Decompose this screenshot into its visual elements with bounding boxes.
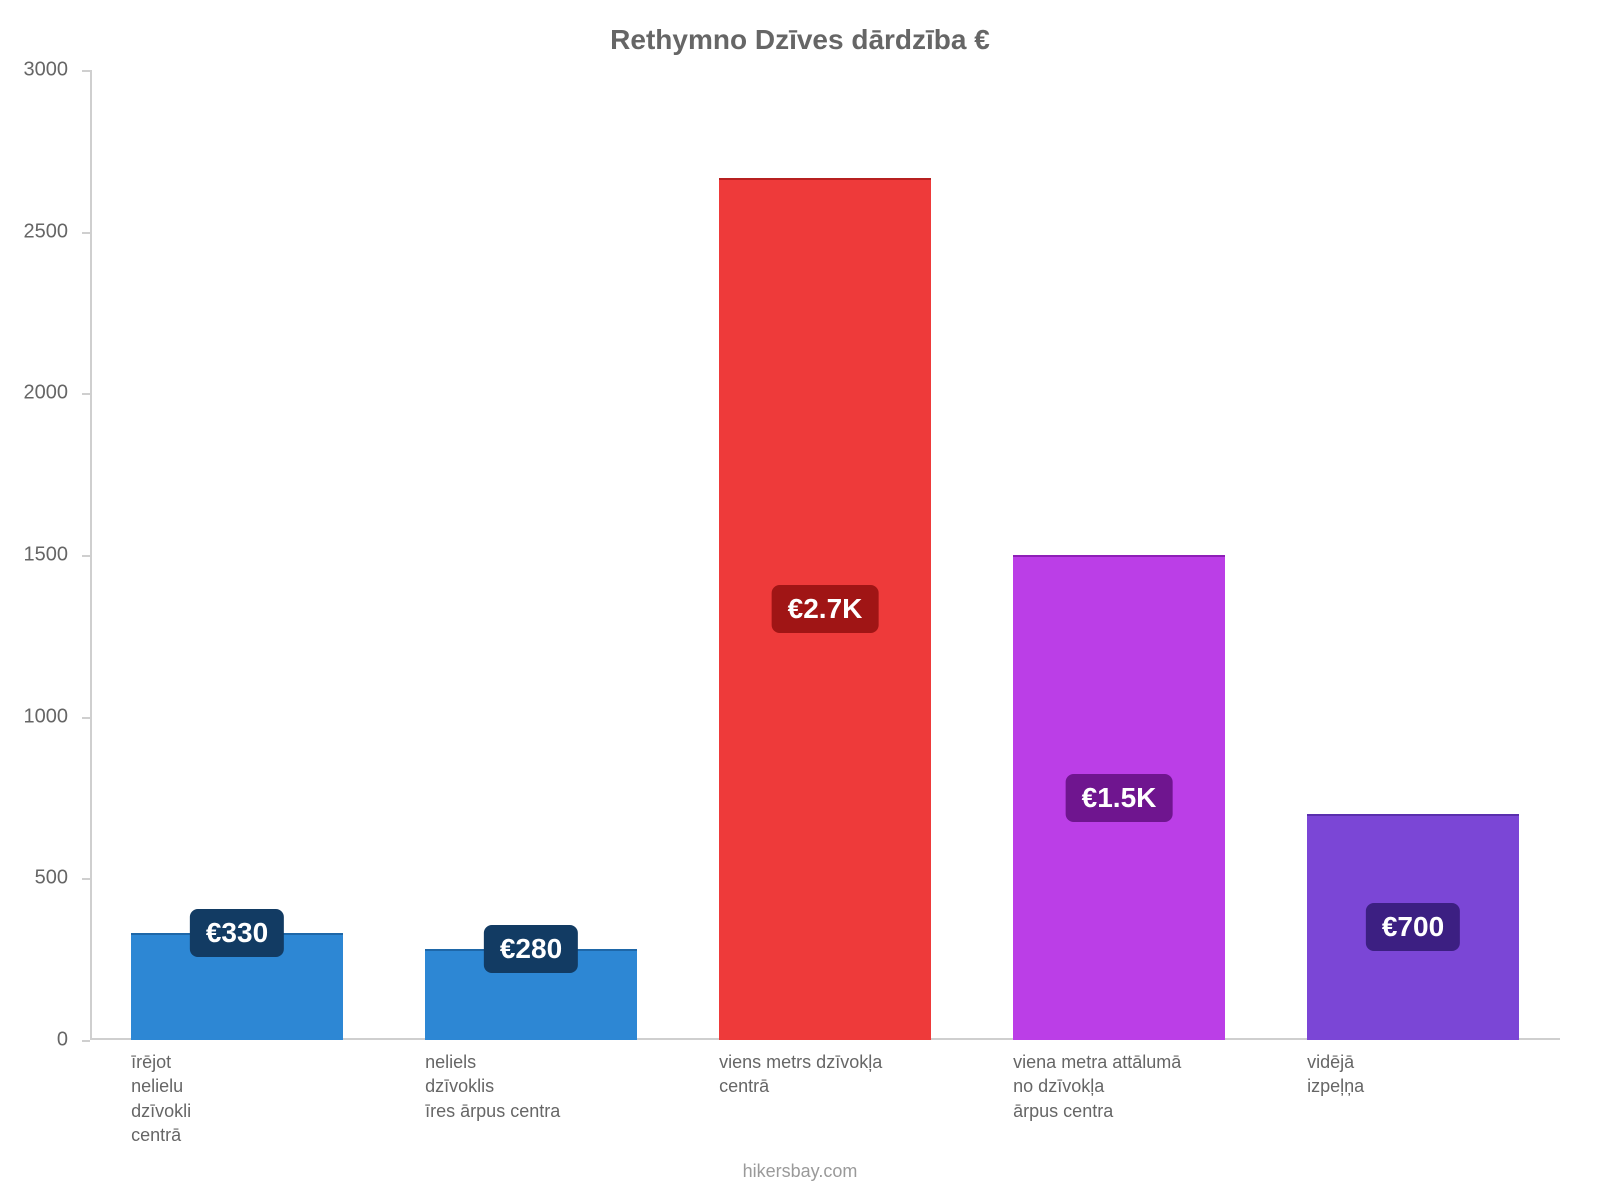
y-tick-label: 2000 [0,382,68,405]
y-tick-label: 500 [0,867,68,890]
chart-title: Rethymno Dzīves dārdzība € [0,24,1600,56]
y-tick-label: 1000 [0,705,68,728]
bars-layer: €330 €280 €2.7K €1.5K €700 [90,70,1560,1040]
bar-slot: €330 [90,70,384,1040]
y-tick-label: 0 [0,1029,68,1052]
value-badge: €1.5K [1066,774,1173,822]
y-tick-mark [82,1040,90,1042]
x-tick-label: viens metrs dzīvokļa centrā [719,1050,961,1099]
bar-slot: €1.5K [972,70,1266,1040]
x-tick-label: vidējā izpeļņa [1307,1050,1549,1099]
x-tick-label: neliels dzīvoklis īres ārpus centra [425,1050,667,1123]
value-badge: €2.7K [772,585,879,633]
y-tick-mark [82,70,90,72]
value-badge: €330 [190,909,284,957]
bar-slot: €280 [384,70,678,1040]
x-labels: īrējot nelielu dzīvokli centrā neliels dz… [90,1050,1560,1170]
bar-top-stroke [719,178,931,180]
footer-credit: hikersbay.com [0,1161,1600,1182]
y-tick-label: 2500 [0,220,68,243]
y-tick-mark [82,717,90,719]
y-tick-mark [82,878,90,880]
y-tick-mark [82,232,90,234]
bar-top-stroke [1013,555,1225,557]
y-tick-mark [82,555,90,557]
bar-slot: €2.7K [678,70,972,1040]
x-tick-label: viena metra attālumā no dzīvokļa ārpus c… [1013,1050,1255,1123]
bar-top-stroke [1307,814,1519,816]
x-tick-label: īrējot nelielu dzīvokli centrā [131,1050,373,1147]
y-tick-label: 3000 [0,59,68,82]
y-tick-mark [82,393,90,395]
chart-container: Rethymno Dzīves dārdzība € €330 €280 €2.7K… [0,0,1600,1200]
value-badge: €700 [1366,903,1460,951]
bar-slot: €700 [1266,70,1560,1040]
y-tick-label: 1500 [0,544,68,567]
value-badge: €280 [484,925,578,973]
plot-area: €330€280€2.7K€1.5K€700 05001000150020002… [90,70,1560,1040]
